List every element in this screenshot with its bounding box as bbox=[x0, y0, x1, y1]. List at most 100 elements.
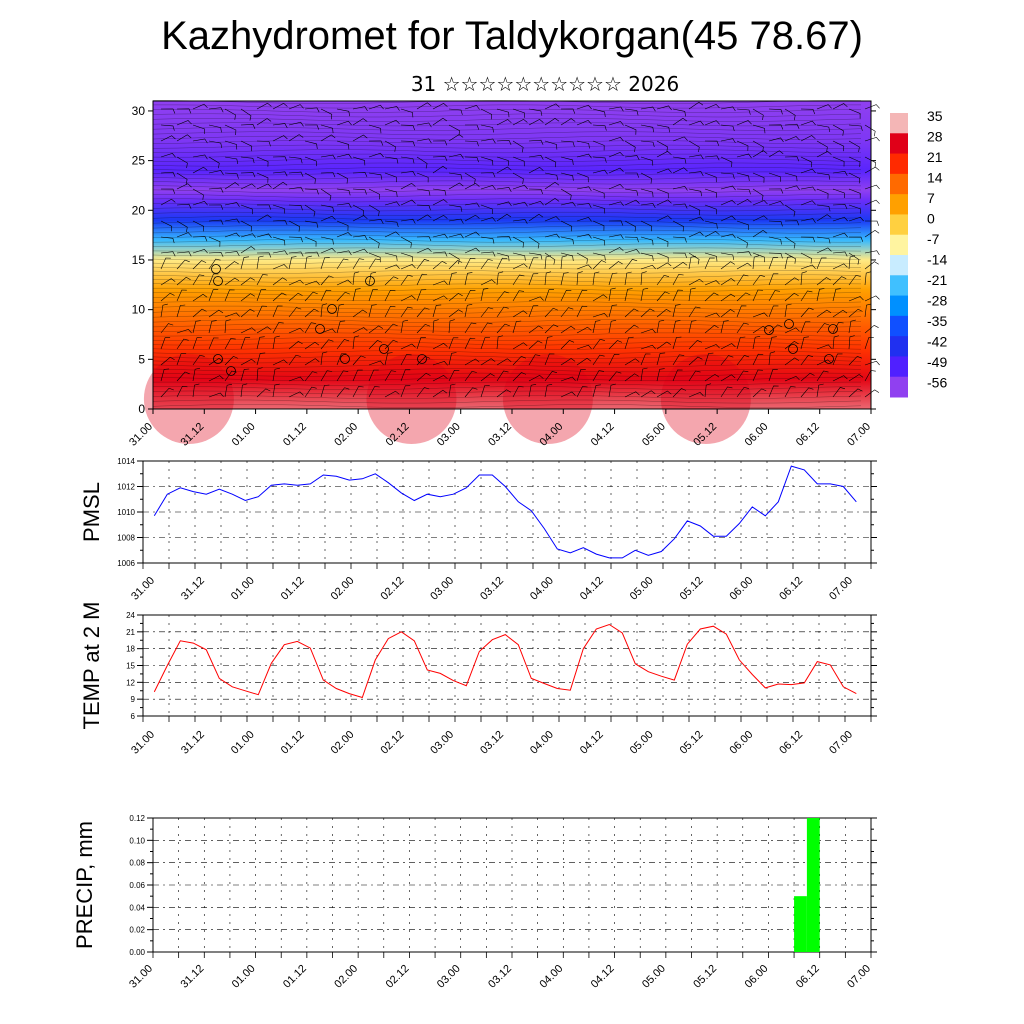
wind-barb bbox=[688, 356, 703, 366]
wind-barb bbox=[240, 293, 255, 302]
cross-section-x-tick-label: 01.00 bbox=[230, 421, 258, 449]
wind-barb bbox=[352, 355, 366, 366]
wind-barb bbox=[160, 220, 173, 232]
isotherm-line bbox=[152, 265, 862, 270]
colorbar-swatch bbox=[890, 133, 908, 155]
wind-barb bbox=[368, 152, 384, 158]
wind-barb bbox=[496, 291, 510, 302]
wind-barb bbox=[704, 344, 720, 350]
precip-x-tick-label: 03.00 bbox=[435, 963, 463, 991]
cross-section-y-tick-label: 20 bbox=[132, 203, 146, 217]
wind-barb bbox=[416, 372, 431, 382]
isotherm-line bbox=[152, 296, 862, 301]
isotherm-line bbox=[152, 279, 862, 283]
wind-barb bbox=[832, 375, 848, 382]
wind-barbs bbox=[160, 101, 880, 398]
cross-section-y-tick-label: 5 bbox=[138, 352, 145, 366]
wind-barb bbox=[544, 156, 557, 168]
wind-barb bbox=[400, 306, 413, 318]
calm-wind-circle bbox=[327, 304, 337, 314]
wind-barb bbox=[832, 188, 845, 199]
isotherm-line bbox=[152, 203, 862, 207]
wind-barb bbox=[672, 304, 681, 318]
wind-barb bbox=[384, 231, 400, 238]
wind-barb bbox=[848, 374, 864, 382]
wind-barb bbox=[800, 156, 813, 168]
wind-barb bbox=[256, 172, 269, 183]
wind-barb bbox=[480, 185, 496, 190]
wind-barb bbox=[208, 140, 223, 149]
wind-barb bbox=[848, 252, 860, 265]
wind-barb bbox=[432, 103, 448, 110]
wind-barb bbox=[336, 140, 350, 150]
temp-x-tick-label: 31.00 bbox=[129, 729, 157, 757]
pmsl-y-tick-label: 1008 bbox=[117, 534, 135, 543]
wind-barb bbox=[304, 358, 320, 366]
wind-barb bbox=[816, 323, 830, 334]
wind-barb bbox=[784, 220, 800, 226]
precip-x-tick-label: 02.00 bbox=[332, 963, 360, 991]
temp-panel: 24 21 18 15 12 9 6 TEMP at 2 M 31.00 31.12 01.00 01… bbox=[79, 602, 877, 757]
wind-barb bbox=[432, 280, 448, 286]
wind-barb bbox=[784, 108, 796, 121]
wind-barb bbox=[336, 203, 352, 209]
wind-barb bbox=[768, 305, 779, 318]
wind-barb bbox=[816, 383, 824, 398]
wind-barb bbox=[544, 198, 560, 206]
wind-barb bbox=[592, 156, 607, 163]
wind-barb bbox=[432, 304, 442, 318]
calm-wind-circle bbox=[211, 264, 221, 274]
wind-barb bbox=[272, 292, 287, 302]
wind-barb bbox=[240, 246, 256, 254]
wind-barb bbox=[864, 261, 879, 270]
wind-barb bbox=[832, 353, 843, 366]
calm-wind-circle bbox=[824, 354, 834, 364]
wind-barb bbox=[480, 373, 495, 382]
wind-barb bbox=[688, 154, 704, 160]
wind-barb bbox=[224, 289, 235, 302]
wind-barb bbox=[560, 391, 576, 398]
wind-barb bbox=[464, 322, 477, 334]
wind-barb bbox=[848, 156, 861, 167]
wind-barb bbox=[512, 290, 525, 302]
isotherm-line bbox=[152, 140, 862, 144]
wind-barb bbox=[352, 335, 360, 350]
wind-barb bbox=[704, 292, 719, 302]
wind-barb bbox=[528, 119, 544, 126]
wind-barb bbox=[256, 233, 272, 239]
wind-barb bbox=[272, 219, 288, 225]
calm-wind-circle bbox=[784, 319, 794, 329]
wind-barb bbox=[528, 166, 544, 174]
pmsl-y-tick-label: 1006 bbox=[117, 559, 135, 568]
wind-barb bbox=[560, 201, 576, 207]
wind-barb bbox=[720, 293, 736, 302]
wind-barb bbox=[848, 308, 863, 318]
wind-barb bbox=[544, 336, 553, 350]
wind-barb bbox=[256, 326, 272, 334]
colorbar-swatch bbox=[890, 194, 908, 215]
cross-section-x-tick-label: 07.00 bbox=[845, 421, 873, 449]
calm-wind-circle bbox=[226, 366, 236, 376]
pmsl-x-tick-label: 02.00 bbox=[329, 575, 357, 603]
wind-barb bbox=[336, 120, 352, 126]
wind-barb bbox=[464, 182, 480, 190]
temp-y-tick-label: 6 bbox=[131, 712, 136, 721]
wind-barb bbox=[576, 153, 592, 159]
wind-barb bbox=[384, 276, 399, 286]
wind-barb bbox=[288, 251, 304, 257]
wind-barb bbox=[240, 220, 253, 232]
wind-barb bbox=[672, 388, 687, 398]
wind-barb bbox=[320, 204, 334, 213]
wind-barb bbox=[176, 289, 187, 302]
wind-barb bbox=[624, 308, 639, 318]
wind-barb bbox=[688, 204, 701, 216]
cross-section-y-tick-label: 25 bbox=[132, 154, 146, 168]
wind-barb bbox=[752, 274, 765, 286]
wind-barb bbox=[176, 371, 190, 382]
colorbar-label: -21 bbox=[927, 272, 947, 288]
wind-barb bbox=[608, 167, 624, 174]
wind-barb bbox=[816, 150, 832, 158]
wind-barb bbox=[560, 172, 574, 181]
wind-barb bbox=[672, 203, 688, 209]
